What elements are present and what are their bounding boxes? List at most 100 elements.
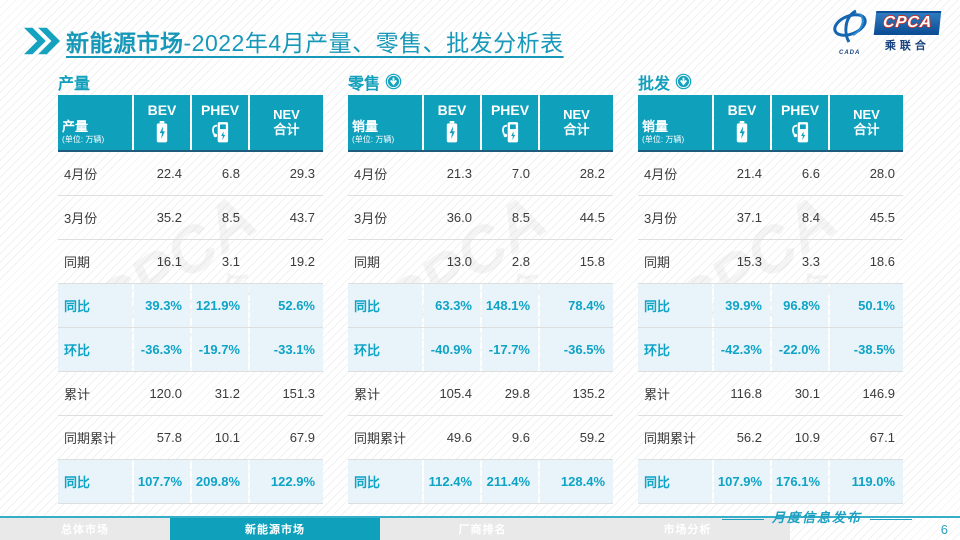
- nev-value: 135.2: [572, 386, 605, 401]
- phev-value: 8.5: [511, 210, 530, 225]
- phev-value: 7.0: [511, 166, 530, 181]
- bev-value: 35.2: [156, 210, 182, 225]
- battery-icon: [445, 120, 459, 143]
- bev-value: 21.3: [446, 166, 472, 181]
- table-row: 同比 63.3% 148.1% 78.4%: [348, 284, 613, 328]
- section-title: 零售: [348, 75, 381, 93]
- bev-value: 56.2: [736, 430, 762, 445]
- row-label: 同比: [638, 460, 712, 503]
- nev-value: -36.5%: [540, 328, 613, 371]
- phev-value: 30.1: [794, 386, 820, 401]
- phev-value: 2.8: [511, 254, 530, 269]
- section-title: 批发: [638, 75, 671, 93]
- double-chevron-icon: [24, 27, 60, 55]
- footer-tab[interactable]: 厂商排名: [458, 524, 507, 536]
- cada-swoosh-icon: CADA: [829, 8, 871, 56]
- down-arrow-icon: [675, 73, 692, 90]
- nev-value: 59.2: [579, 430, 605, 445]
- title-bar: 新能源市场-2022年4月产量、零售、批发分析表: [24, 24, 564, 58]
- table-body: 4月份 21.4 6.6 28.0 3月份 37.1 8.4 45.5 同期 1…: [638, 152, 903, 504]
- charger-icon: [500, 121, 520, 143]
- col-header-nev: NEV 合计: [250, 95, 323, 150]
- bev-value: 120.0: [149, 386, 182, 401]
- table-section: 零售 CPCA 乘联合 销量 (单位: 万辆) BEV: [348, 68, 613, 504]
- table-row: 同比 112.4% 211.4% 128.4%: [348, 460, 613, 504]
- phev-value: 121.9%: [192, 284, 248, 327]
- table-row: 3月份 37.1 8.4 45.5: [638, 196, 903, 240]
- col-header-phev: PHEV: [772, 95, 828, 150]
- nev-value: 28.0: [869, 166, 895, 181]
- row-label: 同比: [58, 284, 132, 327]
- col-header-bev: BEV: [134, 95, 190, 150]
- table-header-row: 销量 (单位: 万辆) BEV PHEV: [638, 95, 903, 152]
- phev-value: 10.1: [214, 430, 240, 445]
- table-corner-header: 产量 (单位: 万辆): [58, 95, 132, 150]
- nev-value: -38.5%: [830, 328, 903, 371]
- nev-value: 78.4%: [540, 284, 613, 327]
- page-title-rest: -2022年4月产量、零售、批发分析表: [183, 30, 564, 56]
- phev-value: 29.8: [504, 386, 530, 401]
- table-corner-header: 销量 (单位: 万辆): [348, 95, 422, 150]
- bev-value: 57.8: [156, 430, 182, 445]
- bev-value: 49.6: [446, 430, 472, 445]
- bev-value: 13.0: [446, 254, 472, 269]
- battery-icon: [735, 120, 749, 143]
- phev-value: 8.4: [801, 210, 820, 225]
- bev-value: 39.9%: [714, 284, 770, 327]
- nev-value: -33.1%: [250, 328, 323, 371]
- row-label: 累计: [64, 387, 91, 402]
- bev-value: 16.1: [156, 254, 182, 269]
- charger-icon: [790, 121, 810, 143]
- row-label: 3月份: [644, 211, 678, 226]
- bev-value: 22.4: [156, 166, 182, 181]
- nev-value: 119.0%: [830, 460, 903, 503]
- phev-value: 10.9: [794, 430, 820, 445]
- footer-tab[interactable]: 市场分析: [663, 524, 712, 536]
- bev-value: 107.7%: [134, 460, 190, 503]
- row-label: 累计: [644, 387, 671, 402]
- col-header-nev: NEV 合计: [540, 95, 613, 150]
- nev-value: 29.3: [289, 166, 315, 181]
- nev-value: 44.5: [579, 210, 605, 225]
- bev-value: -40.9%: [424, 328, 480, 371]
- footer-divider: [0, 516, 960, 518]
- tables-container: 产量 CPCA 乘联合 产量 (单位: 万辆) BEV: [58, 68, 903, 504]
- table-corner-header: 销量 (单位: 万辆): [638, 95, 712, 150]
- table-row: 4月份 22.4 6.8 29.3: [58, 152, 323, 196]
- phev-value: -22.0%: [772, 328, 828, 371]
- cpca-logo: CADA CPCA 乘联合: [829, 8, 942, 56]
- table-row: 同期 15.3 3.3 18.6: [638, 240, 903, 284]
- row-label: 同期累计: [354, 431, 407, 446]
- phev-value: 176.1%: [772, 460, 828, 503]
- phev-value: 9.6: [511, 430, 530, 445]
- row-label: 同比: [58, 460, 132, 503]
- row-label: 3月份: [64, 211, 98, 226]
- footer-tab[interactable]: 新能源市场: [170, 518, 380, 540]
- row-label: 同比: [348, 460, 422, 503]
- footer-tab[interactable]: 总体市场: [61, 524, 109, 536]
- row-label: 同期: [644, 255, 671, 270]
- down-arrow-icon: [385, 73, 402, 90]
- table-row: 同比 107.9% 176.1% 119.0%: [638, 460, 903, 504]
- bev-value: 21.4: [736, 166, 762, 181]
- table-row: 4月份 21.4 6.6 28.0: [638, 152, 903, 196]
- phev-value: 31.2: [214, 386, 240, 401]
- phev-value: 8.5: [221, 210, 240, 225]
- phev-value: 6.8: [221, 166, 240, 181]
- nev-value: 151.3: [282, 386, 315, 401]
- table-section: 批发 CPCA 乘联合 销量 (单位: 万辆) BEV: [638, 68, 903, 504]
- bev-value: 37.1: [736, 210, 762, 225]
- table-row: 同期 16.1 3.1 19.2: [58, 240, 323, 284]
- table-row: 累计 105.4 29.8 135.2: [348, 372, 613, 416]
- cpca-chinese-label: 乘联合: [884, 40, 930, 52]
- bev-value: 112.4%: [424, 460, 480, 503]
- table-row: 3月份 35.2 8.5 43.7: [58, 196, 323, 240]
- row-label: 同期累计: [644, 431, 697, 446]
- table-row: 同比 107.7% 209.8% 122.9%: [58, 460, 323, 504]
- page-title: 新能源市场-2022年4月产量、零售、批发分析表: [66, 24, 564, 58]
- nev-value: 45.5: [869, 210, 895, 225]
- table-section: 产量 CPCA 乘联合 产量 (单位: 万辆) BEV: [58, 68, 323, 504]
- row-label: 同比: [638, 284, 712, 327]
- bev-value: 107.9%: [714, 460, 770, 503]
- row-label: 环比: [638, 328, 712, 371]
